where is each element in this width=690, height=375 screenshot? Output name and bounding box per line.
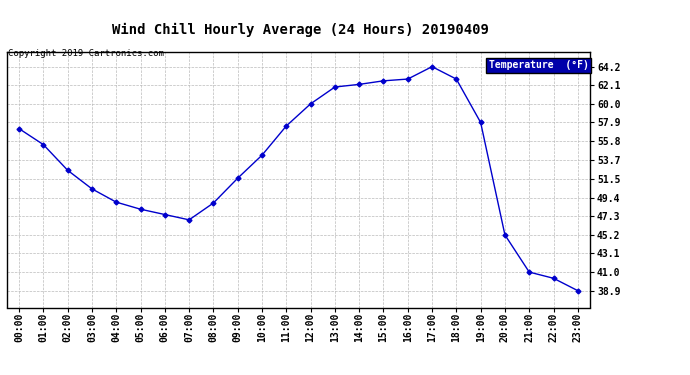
Text: Wind Chill Hourly Average (24 Hours) 20190409: Wind Chill Hourly Average (24 Hours) 201… (112, 22, 489, 37)
Text: Temperature  (°F): Temperature (°F) (489, 60, 589, 70)
Text: Copyright 2019 Cartronics.com: Copyright 2019 Cartronics.com (8, 49, 164, 58)
